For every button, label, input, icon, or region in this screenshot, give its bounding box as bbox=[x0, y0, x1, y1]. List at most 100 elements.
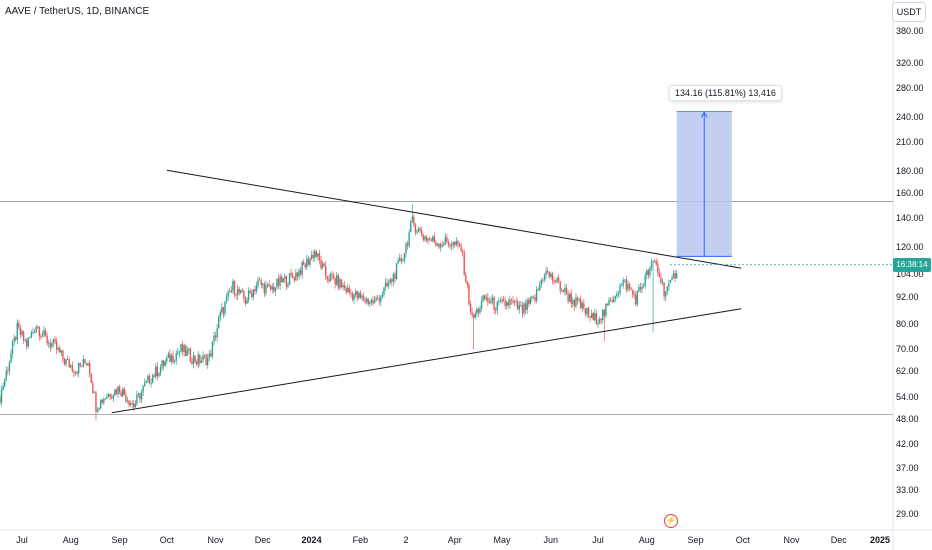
candle bbox=[243, 290, 245, 303]
lightning-icon[interactable]: ⚡ bbox=[664, 514, 678, 528]
candle bbox=[455, 236, 458, 247]
candle bbox=[317, 252, 319, 261]
candle bbox=[128, 400, 130, 407]
candle bbox=[219, 309, 221, 322]
candle bbox=[477, 307, 480, 318]
candle bbox=[99, 399, 102, 410]
candle bbox=[369, 300, 371, 308]
candle bbox=[51, 341, 53, 350]
candle bbox=[675, 270, 678, 279]
candle bbox=[123, 386, 125, 396]
candle bbox=[194, 355, 196, 364]
candle bbox=[263, 281, 266, 298]
candle bbox=[197, 350, 199, 369]
candle bbox=[35, 325, 37, 334]
candle bbox=[562, 289, 565, 293]
candle bbox=[449, 242, 451, 249]
candle bbox=[252, 288, 255, 301]
candle bbox=[188, 347, 190, 355]
candle bbox=[391, 278, 393, 287]
candle bbox=[479, 305, 481, 315]
candle bbox=[181, 340, 184, 356]
candle bbox=[70, 363, 72, 369]
candle bbox=[203, 354, 206, 360]
y-tick-label: 37.00 bbox=[896, 463, 919, 474]
candle bbox=[139, 392, 141, 404]
y-tick-label: 29.00 bbox=[896, 509, 919, 519]
candle bbox=[236, 284, 239, 300]
candle bbox=[235, 293, 237, 300]
candle bbox=[598, 316, 601, 325]
candle bbox=[392, 272, 395, 287]
symbol-title[interactable]: AAVE / TetherUS, 1D, BINANCE bbox=[5, 6, 150, 17]
candle bbox=[354, 288, 357, 298]
candle bbox=[32, 327, 34, 335]
candle bbox=[613, 295, 615, 303]
candle bbox=[559, 280, 561, 295]
candle bbox=[406, 240, 409, 250]
candle bbox=[104, 397, 107, 401]
candle bbox=[280, 274, 283, 283]
candle bbox=[458, 242, 461, 247]
candle bbox=[405, 242, 407, 258]
candle bbox=[394, 271, 396, 283]
candle bbox=[291, 271, 294, 279]
candle bbox=[465, 271, 467, 284]
measure-label: 134.16 (115.81%) 13,416 bbox=[669, 85, 782, 101]
candle bbox=[276, 278, 278, 290]
candle bbox=[21, 329, 23, 337]
candle bbox=[22, 330, 25, 344]
candle bbox=[461, 248, 464, 257]
candle bbox=[358, 290, 360, 300]
candle bbox=[169, 349, 171, 363]
candle bbox=[630, 286, 632, 291]
candle bbox=[214, 331, 217, 342]
candle bbox=[642, 283, 645, 289]
candle bbox=[339, 276, 341, 291]
candle bbox=[345, 286, 347, 295]
candle bbox=[631, 289, 634, 298]
candle bbox=[402, 258, 404, 262]
candle bbox=[353, 293, 355, 304]
candle bbox=[334, 277, 336, 289]
candle bbox=[614, 295, 617, 302]
candle bbox=[298, 267, 300, 280]
candle bbox=[457, 240, 459, 249]
candle bbox=[268, 279, 270, 288]
candle bbox=[476, 307, 478, 318]
candle bbox=[326, 275, 329, 283]
candle bbox=[444, 233, 447, 246]
candle bbox=[38, 326, 41, 341]
candle bbox=[331, 270, 333, 280]
y-tick-label: 180.00 bbox=[896, 166, 924, 177]
candle bbox=[274, 287, 277, 296]
candle bbox=[125, 390, 127, 404]
candle bbox=[202, 351, 204, 364]
x-tick-label: Dec bbox=[830, 535, 847, 545]
candle bbox=[241, 287, 244, 293]
candle bbox=[26, 337, 28, 350]
y-tick-label: 280.00 bbox=[896, 83, 924, 94]
currency-button[interactable]: USDT bbox=[892, 2, 926, 22]
candle bbox=[488, 297, 491, 304]
candle bbox=[395, 263, 398, 281]
x-tick-label: Jul bbox=[592, 535, 604, 545]
candle bbox=[343, 281, 346, 291]
candle bbox=[351, 291, 354, 302]
candle bbox=[403, 252, 406, 264]
candle bbox=[189, 346, 192, 363]
candle bbox=[584, 308, 587, 317]
candle bbox=[247, 287, 250, 303]
candle bbox=[518, 301, 521, 314]
candle bbox=[332, 272, 335, 280]
y-tick-label: 104.00 bbox=[896, 269, 924, 280]
candle bbox=[309, 257, 311, 268]
candle bbox=[175, 349, 177, 366]
candle bbox=[674, 269, 676, 283]
candle bbox=[638, 284, 640, 293]
candle bbox=[136, 390, 138, 406]
candle bbox=[216, 323, 218, 342]
candle bbox=[550, 271, 552, 279]
